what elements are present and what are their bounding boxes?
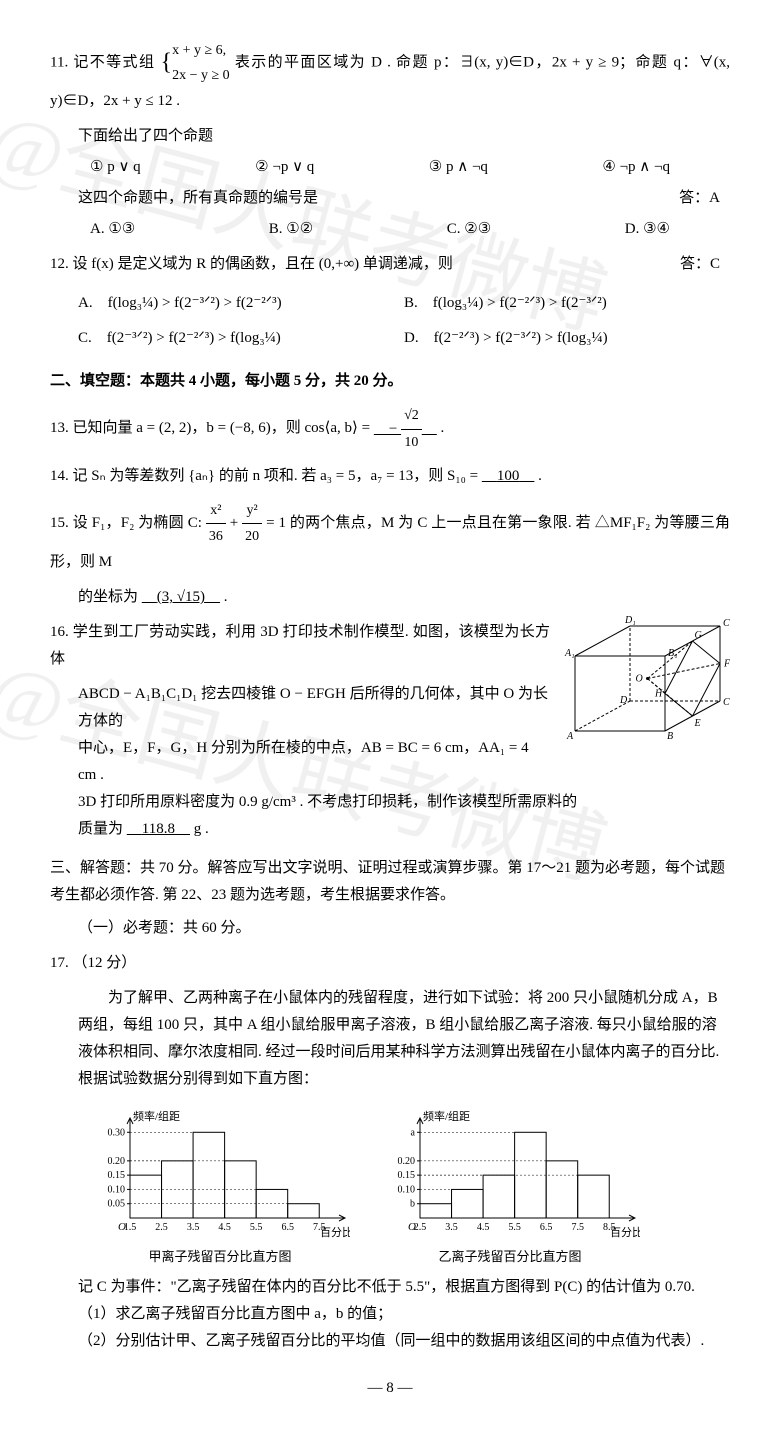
svg-text:C: C bbox=[723, 697, 730, 708]
qnum: 11. bbox=[50, 55, 68, 71]
svg-text:2.5: 2.5 bbox=[414, 1222, 427, 1233]
svg-text:5.5: 5.5 bbox=[508, 1222, 520, 1233]
svg-text:0.10: 0.10 bbox=[108, 1185, 126, 1196]
svg-text:7.5: 7.5 bbox=[571, 1222, 584, 1233]
svg-text:a: a bbox=[411, 1127, 416, 1138]
answer: 答：C bbox=[680, 251, 720, 278]
svg-text:0.15: 0.15 bbox=[398, 1170, 416, 1181]
svg-text:A: A bbox=[566, 731, 574, 741]
svg-text:0.20: 0.20 bbox=[108, 1156, 126, 1167]
svg-text:6.5: 6.5 bbox=[540, 1222, 553, 1233]
svg-text:0.05: 0.05 bbox=[108, 1199, 126, 1210]
chart-yi: 频率/组距百分比Ob0.100.150.20a2.53.54.55.56.57.… bbox=[380, 1103, 640, 1268]
section-3-sub: （一）必考题：共 60 分。 bbox=[50, 915, 730, 942]
svg-text:D: D bbox=[619, 695, 628, 706]
chart-jia: 频率/组距百分比O0.050.100.150.200.301.52.53.54.… bbox=[90, 1103, 350, 1268]
svg-text:b: b bbox=[410, 1199, 415, 1210]
svg-text:A₁: A₁ bbox=[564, 648, 575, 659]
svg-text:频率/组距: 频率/组距 bbox=[423, 1109, 470, 1123]
section-3-title: 三、解答题：共 70 分。解答应写出文字说明、证明过程或演算步骤。第 17～21… bbox=[50, 855, 730, 909]
svg-text:8.5: 8.5 bbox=[603, 1222, 616, 1233]
options-abcd: A. ①③ B. ①② C. ②③ D. ③④ bbox=[50, 216, 730, 243]
svg-text:0.10: 0.10 bbox=[398, 1185, 416, 1196]
page-number: — 8 — bbox=[50, 1375, 730, 1402]
qnum: 12. bbox=[50, 256, 69, 272]
question-12: 12. 设 f(x) 是定义域为 R 的偶函数，且在 (0,+∞) 单调递减，则… bbox=[50, 251, 730, 278]
svg-text:3.5: 3.5 bbox=[187, 1222, 200, 1233]
question-13: 13. 已知向量 a = (2, 2)，b = (−8, 6)，则 cos⟨a,… bbox=[50, 403, 730, 454]
svg-text:0.30: 0.30 bbox=[108, 1127, 126, 1138]
svg-text:4.5: 4.5 bbox=[477, 1222, 490, 1233]
svg-text:3.5: 3.5 bbox=[445, 1222, 458, 1233]
svg-text:6.5: 6.5 bbox=[281, 1222, 294, 1233]
svg-text:D₁: D₁ bbox=[624, 615, 636, 626]
question-17: 17. （12 分） bbox=[50, 950, 730, 977]
svg-text:B₁: B₁ bbox=[668, 648, 678, 659]
question-11: 11. 记不等式组 {x + y ≥ 6,2x − y ≥ 0 表示的平面区域为… bbox=[50, 38, 730, 115]
svg-text:E: E bbox=[694, 718, 701, 729]
answer: 答：A bbox=[679, 185, 720, 212]
svg-text:H: H bbox=[654, 689, 663, 700]
cube-figure: A B C D A₁ B₁ C₁ D₁ E F G HO bbox=[560, 611, 730, 741]
svg-text:O: O bbox=[636, 674, 643, 685]
question-14: 14. 记 Sₙ 为等差数列 {aₙ} 的前 n 项和. 若 a₃ = 5，a₇… bbox=[50, 463, 730, 490]
svg-text:4.5: 4.5 bbox=[218, 1222, 231, 1233]
section-2-title: 二、填空题：本题共 4 小题，每小题 5 分，共 20 分。 bbox=[50, 368, 730, 395]
svg-text:0.15: 0.15 bbox=[108, 1170, 126, 1181]
svg-text:B: B bbox=[667, 731, 673, 741]
svg-text:5.5: 5.5 bbox=[250, 1222, 263, 1233]
histograms: 频率/组距百分比O0.050.100.150.200.301.52.53.54.… bbox=[90, 1103, 730, 1268]
svg-text:7.5: 7.5 bbox=[313, 1222, 326, 1233]
svg-text:C₁: C₁ bbox=[723, 618, 730, 629]
question-15: 15. 设 F₁，F₂ 为椭圆 C: x²36 + y²20 = 1 的两个焦点… bbox=[50, 498, 730, 576]
svg-text:1.5: 1.5 bbox=[124, 1222, 137, 1233]
svg-text:2.5: 2.5 bbox=[155, 1222, 168, 1233]
svg-text:频率/组距: 频率/组距 bbox=[133, 1109, 180, 1123]
options-logic: ① p ∨ q ② ¬p ∨ q ③ p ∧ ¬q ④ ¬p ∧ ¬q bbox=[50, 154, 730, 181]
svg-text:F: F bbox=[723, 659, 730, 670]
svg-text:G: G bbox=[695, 630, 702, 641]
svg-text:0.20: 0.20 bbox=[398, 1156, 416, 1167]
